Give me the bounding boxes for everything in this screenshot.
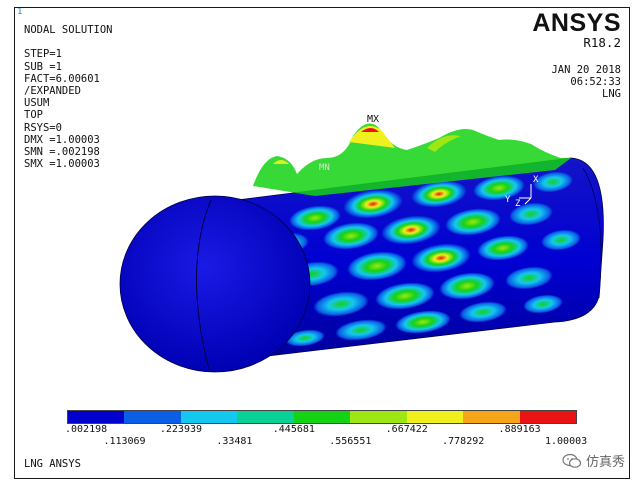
legend-value: .778292: [442, 436, 485, 447]
ansys-logo: ANSYS: [532, 9, 621, 37]
min-marker: MN: [319, 163, 330, 173]
contour-spot: [343, 189, 403, 219]
contour-spot: [523, 294, 563, 314]
contour-spot: [541, 229, 581, 251]
contour-spot: [445, 208, 501, 236]
solution-date: JAN 20 2018: [551, 64, 621, 76]
legend-swatch: [463, 411, 520, 423]
legend-value: .223939: [159, 424, 203, 435]
info-line: STEP=1: [24, 48, 62, 61]
contour-spot: [313, 291, 369, 317]
window-number: 1: [17, 7, 23, 17]
legend-value: .113069: [103, 436, 146, 447]
contour-spot: [411, 180, 467, 208]
info-line: SUB =1: [24, 60, 62, 73]
legend-swatch: [406, 411, 464, 423]
legend-swatch: [180, 411, 238, 423]
contour-spot: [323, 222, 379, 250]
legend-swatch: [68, 411, 125, 423]
triad-y-label: Y: [505, 195, 511, 205]
info-line: SMN =.002198: [24, 145, 100, 158]
legend-value: .556551: [329, 436, 372, 447]
contour-spot: [477, 235, 529, 261]
contour-spot: [411, 243, 471, 273]
legend-value: 1.00003: [545, 436, 588, 447]
contour-spot: [505, 266, 553, 290]
contour-spots: [245, 171, 581, 347]
contour-spot: [473, 175, 525, 201]
contour-spot: [439, 272, 495, 300]
contour-spot: [395, 310, 451, 334]
legend-swatch: [124, 411, 181, 423]
contour-spot: [509, 202, 553, 226]
legend-swatch: [350, 411, 407, 423]
legend-swatch: [237, 411, 294, 423]
brand-block: ANSYS R18.2: [532, 10, 621, 50]
contour-spot: [285, 329, 325, 347]
watermark-text: 仿真秀: [585, 455, 625, 470]
deformed-tank-model[interactable]: Y Z X MX MN: [15, 8, 629, 478]
plot-title: LNG ANSYS: [24, 457, 81, 470]
info-line: FACT=6.00601: [24, 72, 100, 85]
contour-legend-bar: [67, 410, 577, 424]
contour-spot: [347, 251, 407, 281]
contour-spot: [459, 301, 507, 323]
contour-spot: [381, 215, 441, 245]
jobname: LNG: [602, 88, 621, 101]
coordinate-triad: Y Z X: [505, 175, 539, 209]
max-marker: MX: [367, 114, 379, 125]
legend-swatch: [519, 411, 576, 423]
contour-spot: [289, 205, 341, 231]
legend-value: .33481: [216, 436, 253, 447]
legend-value: .445681: [272, 424, 315, 435]
date-time-block: JAN 20 2018 06:52:33 LNG: [551, 64, 621, 101]
release-version: R18.2: [583, 35, 621, 50]
wechat-icon: [562, 453, 582, 468]
triad-z-label: Z: [515, 199, 521, 209]
solution-info-block: NODAL SOLUTION STEP=1 SUB =1 FACT=6.00601/E…: [24, 24, 113, 170]
info-line: TOP: [24, 109, 43, 122]
info-line: USUM: [24, 97, 50, 110]
legend-swatch: [293, 411, 351, 423]
info-line: RSYS=0: [24, 121, 62, 134]
solution-time: 06:52:33: [570, 76, 621, 89]
contour-spot: [335, 319, 387, 341]
left-end-cap: [119, 195, 311, 373]
watermark: 仿真秀: [562, 451, 625, 470]
legend-value: .889163: [498, 424, 541, 435]
info-line: NODAL SOLUTION: [24, 24, 113, 36]
triad-x-label: X: [533, 175, 539, 185]
info-line: DMX =1.00003: [24, 133, 100, 146]
graphics-window[interactable]: 1 NODAL SOLUTION STEP=1 SUB =1 FACT=6.00601…: [14, 7, 630, 479]
info-line: SMX =1.00003: [24, 158, 100, 171]
info-line: /EXPANDED: [24, 84, 81, 97]
legend-value: .667422: [385, 424, 428, 435]
contour-spot: [375, 282, 435, 310]
deformed-top-profile: [253, 123, 571, 196]
legend-value: .002198: [65, 424, 108, 435]
contour-spot: [533, 171, 573, 193]
